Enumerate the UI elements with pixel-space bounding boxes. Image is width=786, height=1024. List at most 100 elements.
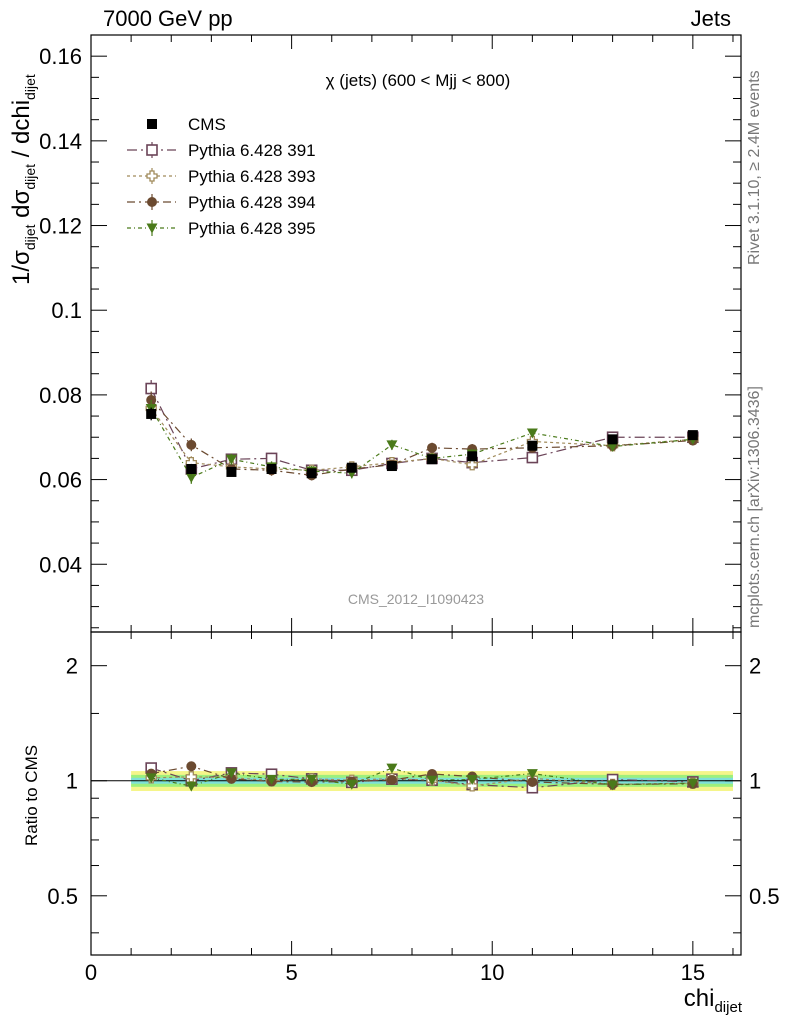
- ratio-point-pythia-395: [306, 774, 318, 785]
- point-cms-shape: [607, 434, 618, 445]
- legend-label-pythia-394: Pythia 6.428 394: [188, 193, 316, 212]
- x-tick-label: 0: [85, 960, 97, 985]
- header-process-label: Jets: [690, 6, 731, 31]
- ratio-point-pythia-395: [466, 774, 478, 785]
- top-y-tick-label: 0.1: [51, 298, 82, 323]
- ratio-point-pythia-395-shape: [426, 775, 438, 786]
- header-energy-label: 7000 GeV pp: [103, 6, 233, 31]
- x-axis-title-main: chi: [683, 985, 715, 1012]
- ratio-point-pythia-395-shape: [225, 768, 237, 779]
- x-axis-title: chidijet: [684, 985, 742, 1016]
- ratio-point-pythia-395-shape: [145, 773, 157, 784]
- top-y-axis-title: 1/σdijet dσdijet / dchidijet: [8, 74, 38, 285]
- point-cms-shape: [146, 408, 157, 419]
- point-cms-shape: [467, 451, 478, 462]
- point-cms: [146, 408, 157, 419]
- ratio-point-pythia-395: [185, 781, 197, 792]
- ratio-point-pythia-395: [386, 763, 398, 774]
- ratio-point-pythia-395-shape: [607, 780, 619, 791]
- legend-marker-cms-shape: [147, 119, 157, 129]
- point-pythia-393: [466, 459, 478, 471]
- ratio-point-pythia-395-shape: [306, 774, 318, 785]
- ratio-point-pythia-394-shape: [186, 761, 197, 772]
- point-pythia-394-shape: [427, 442, 438, 453]
- x-tick-label: 5: [285, 960, 297, 985]
- ratio-plot-border: [90, 631, 742, 956]
- point-cms: [527, 440, 538, 451]
- ratio-point-pythia-394-shape: [226, 773, 237, 784]
- top-plot-series: [145, 380, 699, 484]
- x-tick-label: 15: [681, 960, 705, 985]
- legend-marker-pythia-391-shape: [146, 144, 158, 156]
- point-cms: [687, 430, 698, 441]
- ratio-point-pythia-395-shape: [386, 763, 398, 774]
- legend-label-cms: CMS: [188, 115, 226, 134]
- series-line-pythia-393: [150, 408, 693, 471]
- ratio-line-pythia-393: [151, 776, 693, 787]
- point-cms-shape: [527, 440, 538, 451]
- ratio-y-tick-label: 1: [66, 769, 78, 794]
- ratio-y-axis-title: Ratio to CMS: [22, 744, 41, 846]
- ratio-y-tick-label-right: 1: [749, 769, 761, 794]
- ratio-point-pythia-395-shape: [687, 778, 699, 789]
- point-pythia-395-shape: [185, 472, 197, 483]
- legend-label-pythia-395: Pythia 6.428 395: [188, 219, 316, 238]
- point-cms-shape: [346, 462, 357, 473]
- ratio-point-pythia-395: [145, 773, 157, 784]
- point-cms: [186, 463, 197, 474]
- top-y-tick-label: 0.06: [39, 468, 82, 493]
- analysis-watermark: CMS_2012_I1090423: [348, 591, 484, 607]
- legend-marker-pythia-393-shape: [146, 170, 158, 182]
- ratio-y-tick-label-right: 0.5: [749, 884, 780, 909]
- legend-marker-pythia-395-shape: [146, 223, 158, 234]
- ratio-point-pythia-395-shape: [526, 769, 538, 780]
- point-cms: [427, 454, 438, 465]
- ratio-plot-series: [145, 761, 699, 794]
- point-pythia-395-shape: [607, 442, 619, 453]
- point-pythia-395: [225, 454, 237, 465]
- point-cms: [386, 461, 397, 472]
- point-cms-shape: [687, 430, 698, 441]
- legend-marker-pythia-394: [147, 197, 157, 207]
- point-pythia-395-shape: [225, 454, 237, 465]
- point-cms-shape: [186, 463, 197, 474]
- ratio-point-pythia-395-shape: [346, 779, 358, 790]
- point-cms: [607, 434, 618, 445]
- ratio-point-pythia-395-shape: [466, 774, 478, 785]
- legend-marker-cms: [147, 119, 157, 129]
- point-pythia-394: [186, 439, 197, 450]
- point-cms: [306, 468, 317, 479]
- x-tick-label: 10: [480, 960, 504, 985]
- top-y-tick-label: 0.08: [39, 383, 82, 408]
- point-pythia-395: [185, 472, 197, 483]
- ratio-line-pythia-394: [151, 765, 693, 785]
- point-pythia-395: [607, 442, 619, 453]
- point-pythia-395: [386, 440, 398, 451]
- ratio-point-pythia-393-shape: [466, 780, 478, 792]
- ratio-y-tick-label-right: 2: [749, 654, 761, 679]
- ratio-point-pythia-394: [186, 761, 197, 772]
- ratio-point-pythia-393: [466, 780, 478, 792]
- legend-marker-pythia-393: [146, 170, 158, 182]
- ratio-point-pythia-394: [226, 773, 237, 784]
- legend-marker-pythia-395: [146, 223, 158, 234]
- ratio-point-pythia-394-shape: [386, 774, 397, 785]
- ratio-point-pythia-395-shape: [185, 781, 197, 792]
- point-pythia-393-shape: [466, 459, 478, 471]
- tick-labels: 0 5 10 15 0.04 0.06 0.08 0.1 0.12 0.14 0.16 0.5 0.5 1…: [39, 44, 779, 985]
- ratio-point-pythia-395: [266, 774, 278, 785]
- point-cms: [467, 451, 478, 462]
- ratio-point-pythia-395: [426, 775, 438, 786]
- point-cms: [266, 463, 277, 474]
- top-y-tick-label: 0.12: [39, 214, 82, 239]
- point-cms: [226, 466, 237, 477]
- point-cms-shape: [266, 463, 277, 474]
- point-pythia-394: [427, 442, 438, 453]
- legend-label-pythia-393: Pythia 6.428 393: [188, 167, 316, 186]
- point-pythia-391-shape: [526, 451, 539, 464]
- series-line-pythia-395: [150, 408, 693, 479]
- ratio-point-pythia-395: [346, 779, 358, 790]
- ratio-point-pythia-394: [527, 776, 538, 787]
- ratio-point-pythia-395: [607, 780, 619, 791]
